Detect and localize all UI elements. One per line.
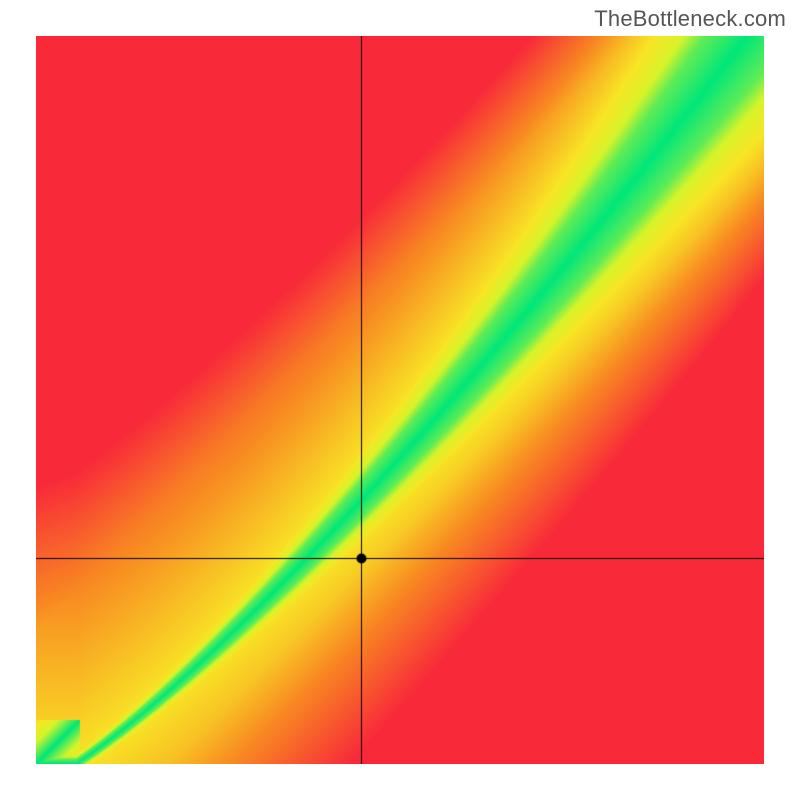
plot-border bbox=[36, 36, 764, 764]
bottleneck-heatmap bbox=[36, 36, 764, 764]
watermark-text: TheBottleneck.com bbox=[594, 6, 786, 32]
root-container: TheBottleneck.com bbox=[0, 0, 800, 800]
